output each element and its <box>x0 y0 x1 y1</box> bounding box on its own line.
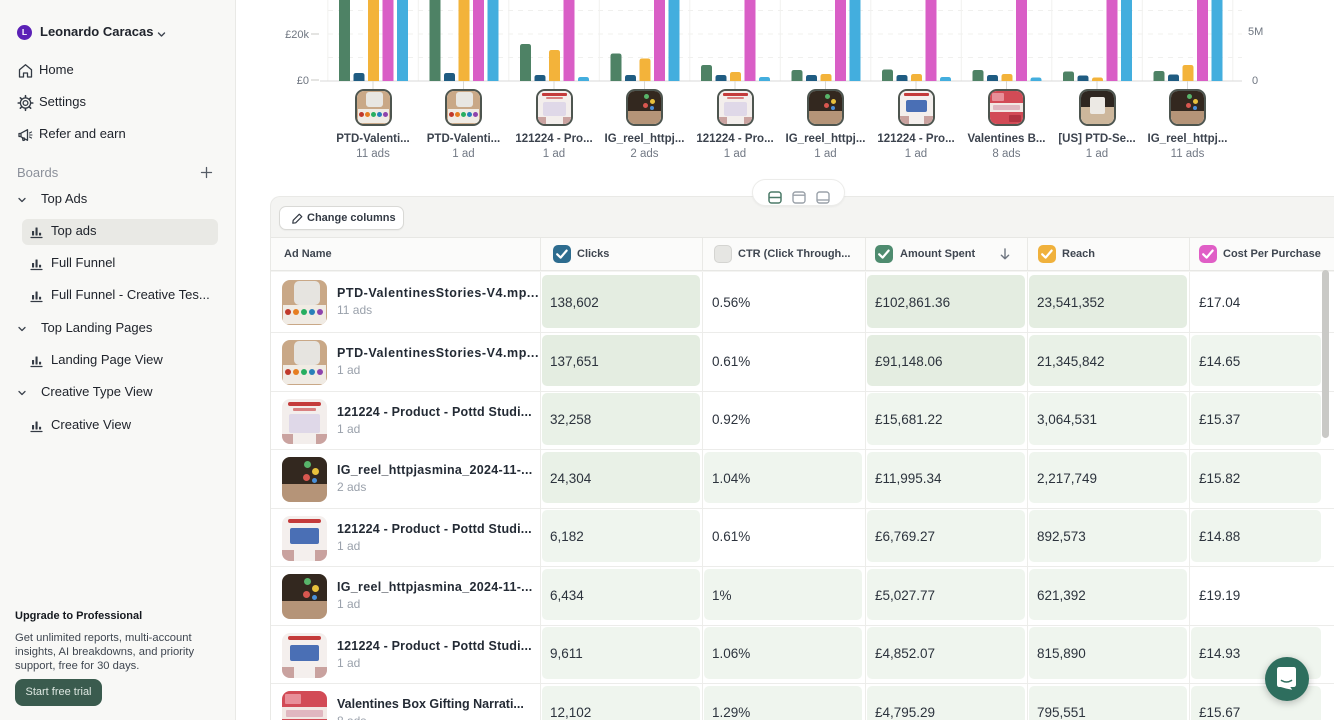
svg-text:£0: £0 <box>297 75 309 87</box>
svg-text:£20k: £20k <box>285 29 309 41</box>
svg-text:0: 0 <box>1252 75 1258 87</box>
svg-text:5M: 5M <box>1248 26 1263 38</box>
